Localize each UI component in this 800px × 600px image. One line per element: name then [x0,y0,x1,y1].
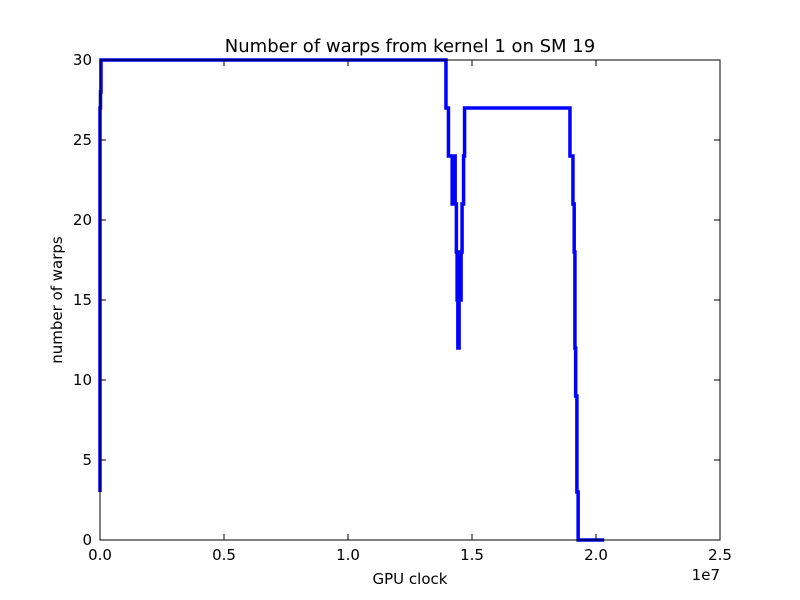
ticks-layer: 0.0 0.5 1.0 1.5 2.0 2.5 0 5 10 15 20 25 30 [73,51,732,564]
x-axis-label: GPU clock [373,570,448,588]
x-tick-label: 0.5 [212,546,236,564]
y-tick-label: 15 [73,291,92,309]
chart-title: Number of warps from kernel 1 on SM 19 [225,36,595,57]
x-axis-multiplier: 1e7 [692,566,720,584]
plot-area [100,60,720,540]
y-tick-label: 30 [73,51,92,69]
y-tick-label: 20 [73,211,92,229]
y-tick-label: 5 [82,451,92,469]
x-tick-label: 2.5 [708,546,732,564]
y-tick-label: 0 [82,531,92,549]
y-tick-label: 10 [73,371,92,389]
series-line [98,58,605,542]
y-tick-label: 25 [73,131,92,149]
x-tick-label: 1.0 [336,546,360,564]
series-layer [98,58,605,542]
x-tick-label: 1.5 [460,546,484,564]
x-tick-label: 0.0 [88,546,112,564]
x-tick-label: 2.0 [584,546,608,564]
y-axis-label: number of warps [48,236,66,364]
